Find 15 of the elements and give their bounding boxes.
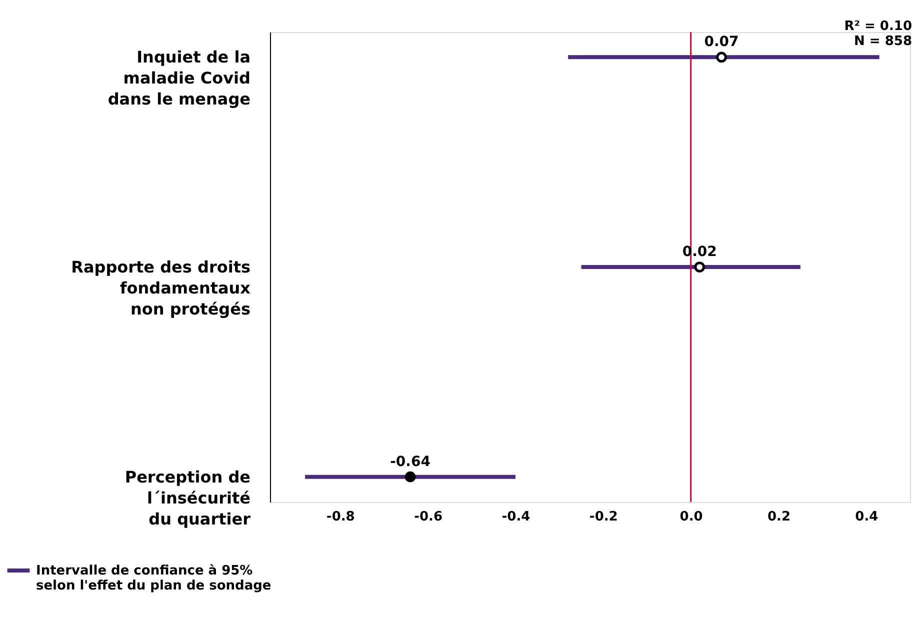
y-tick-label: Rapporte des droits fondamentaux non protégés [71, 258, 252, 318]
data-label: -0.64 [390, 454, 431, 470]
x-tick-label: -0.4 [502, 510, 530, 524]
x-tick-label: -0.8 [326, 510, 355, 524]
annotation: R² = 0.10 [844, 19, 912, 34]
x-tick-label: 0.0 [680, 510, 703, 524]
data-label: 0.07 [704, 34, 739, 50]
y-tick-label: Inquiet de la maladie Covid dans le menage [108, 48, 251, 109]
x-tick-label: -0.6 [414, 510, 443, 524]
x-tick-label: -0.2 [589, 510, 618, 524]
x-tick-label: 0.2 [767, 510, 791, 524]
annotation: N = 858 [854, 34, 912, 49]
x-tick-label: 0.4 [855, 510, 878, 524]
y-tick-label: Perception de l´insécurité du quartier [124, 467, 251, 528]
text: Intervalle de confiance à 95% selon l'effet du plan de sondage [36, 564, 272, 594]
